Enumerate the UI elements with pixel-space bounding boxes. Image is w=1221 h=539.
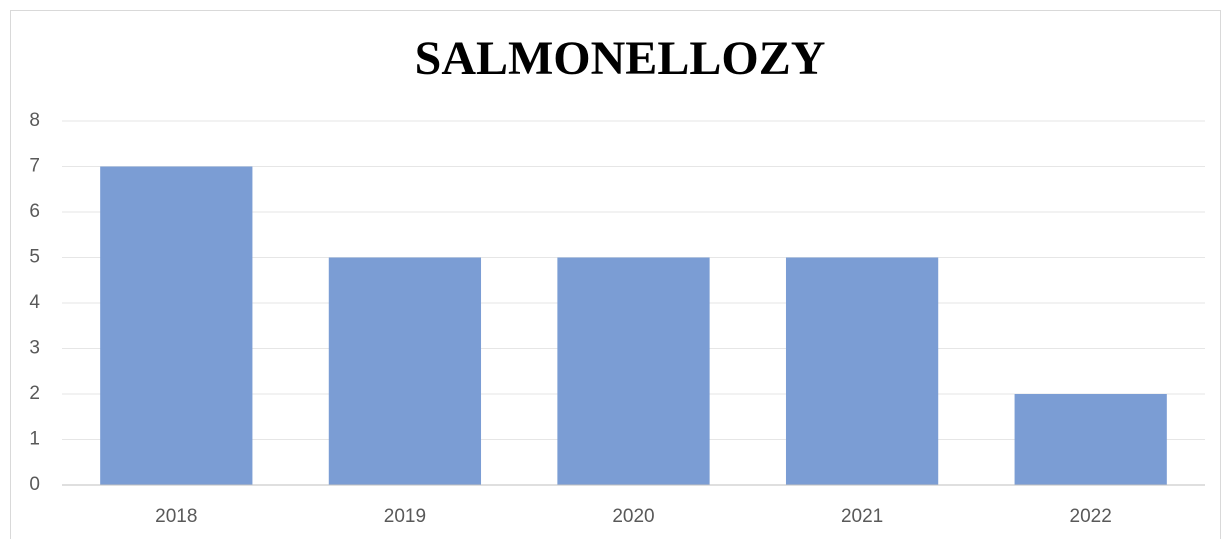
y-tick-label: 6 xyxy=(29,201,40,222)
x-tick-label: 2021 xyxy=(841,506,883,527)
x-tick-label: 2019 xyxy=(384,506,426,527)
y-tick-label: 3 xyxy=(29,338,40,359)
y-tick-label: 0 xyxy=(29,474,40,495)
y-tick-label: 5 xyxy=(29,247,40,268)
x-tick-label: 2018 xyxy=(155,506,197,527)
bar xyxy=(328,257,482,485)
y-tick-label: 7 xyxy=(29,156,40,177)
bar xyxy=(785,257,939,485)
bar xyxy=(1014,394,1167,485)
y-tick-label: 2 xyxy=(29,383,40,404)
y-tick-label: 8 xyxy=(29,110,40,131)
x-tick-label: 2022 xyxy=(1070,506,1112,527)
bar xyxy=(557,257,710,485)
x-tick-label: 2020 xyxy=(612,506,654,527)
bar xyxy=(100,166,253,485)
chart-title: SALMONELLOZY xyxy=(415,32,826,85)
y-tick-label: 4 xyxy=(29,292,40,313)
y-tick-label: 1 xyxy=(29,429,40,450)
